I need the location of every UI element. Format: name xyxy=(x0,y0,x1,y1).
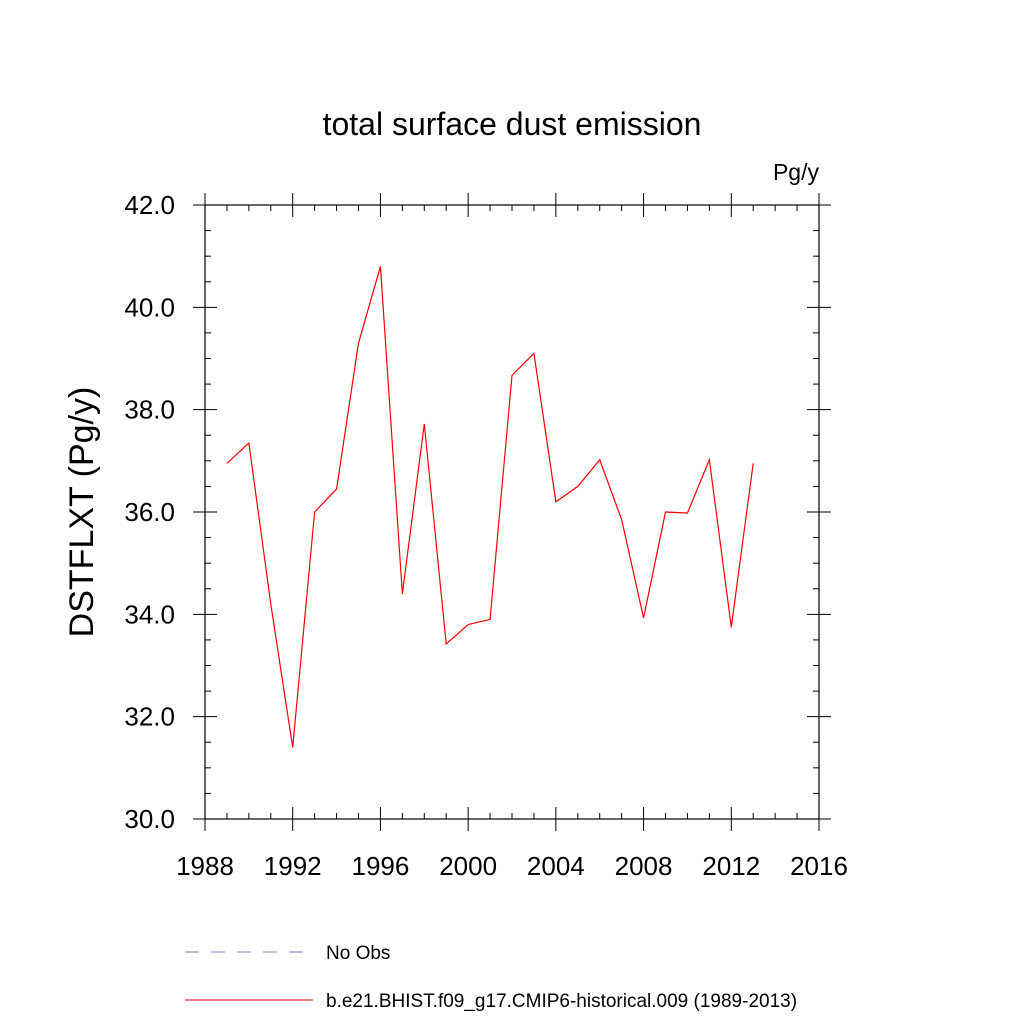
legend: No Obs b.e21.BHIST.f09_g17.CMIP6-historic… xyxy=(185,943,797,1012)
x-tick-label: 2000 xyxy=(439,851,497,881)
chart-title: total surface dust emission xyxy=(323,106,702,142)
x-tick-label: 1988 xyxy=(176,851,234,881)
x-tick-label: 2016 xyxy=(790,851,848,881)
y-tick-label: 36.0 xyxy=(124,497,175,527)
y-tick-labels: 30.0 32.0 34.0 36.0 38.0 40.0 42.0 xyxy=(124,190,175,834)
x-tick-label: 2004 xyxy=(527,851,585,881)
y-tick-label: 34.0 xyxy=(124,599,175,629)
y-tick-label: 40.0 xyxy=(124,292,175,322)
x-tick-label: 2008 xyxy=(615,851,673,881)
y-axis-label: DSTFLXT (Pg/y) xyxy=(63,387,101,638)
axis-ticks xyxy=(193,193,831,831)
y-tick-label: 30.0 xyxy=(124,804,175,834)
units-label: Pg/y xyxy=(773,159,820,185)
x-tick-label: 1992 xyxy=(264,851,322,881)
y-tick-label: 38.0 xyxy=(124,395,175,425)
x-tick-labels: 1988 1992 1996 2000 2004 2008 2012 2016 xyxy=(176,851,848,881)
x-tick-label: 1996 xyxy=(352,851,410,881)
plot-frame xyxy=(204,204,820,820)
legend-label: b.e21.BHIST.f09_g17.CMIP6-historical.009… xyxy=(326,991,797,1012)
series-line xyxy=(226,266,754,748)
y-tick-label: 32.0 xyxy=(124,702,175,732)
legend-label: No Obs xyxy=(326,943,390,964)
y-tick-label: 42.0 xyxy=(124,190,175,220)
series-layer xyxy=(226,266,754,748)
x-tick-label: 2012 xyxy=(702,851,760,881)
